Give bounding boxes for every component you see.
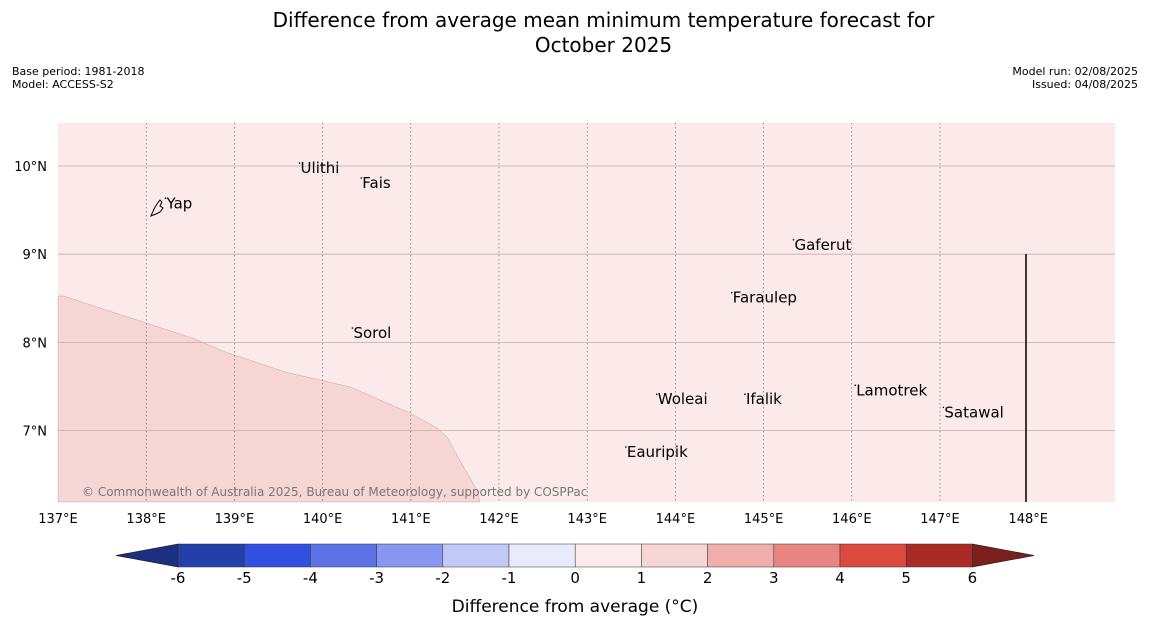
longitude-tick-label: 140°E bbox=[303, 512, 343, 527]
place-label-gaferut: Gaferut bbox=[794, 236, 851, 254]
place-label-woleai: Woleai bbox=[658, 390, 708, 408]
colorbar-tick-label: 6 bbox=[968, 569, 978, 587]
latitude-tick-label: 9°N bbox=[23, 248, 48, 263]
title-line-2: October 2025 bbox=[534, 33, 673, 57]
issued-label: Issued: 04/08/2025 bbox=[1031, 78, 1138, 91]
colorbar-segment bbox=[773, 543, 841, 568]
colorbar-segment bbox=[905, 543, 973, 568]
base-period-info: Base period: 1981-2018 Model: ACCESS-S2 bbox=[12, 65, 144, 91]
island-marker bbox=[792, 238, 795, 241]
colorbar-segment bbox=[310, 543, 377, 568]
island-marker bbox=[298, 162, 301, 164]
longitude-tick-label: 148°E bbox=[1008, 512, 1048, 527]
latitude-tick-label: 7°N bbox=[23, 425, 48, 440]
graticule bbox=[58, 123, 1115, 502]
island-marker bbox=[730, 291, 733, 294]
colorbar-segment bbox=[376, 543, 444, 568]
model-run-label: Model run: 02/08/2025 bbox=[1012, 65, 1138, 78]
colorbar-low-extension bbox=[115, 543, 179, 568]
colorbar-tick-label: 5 bbox=[901, 569, 911, 587]
place-label-lamotrek: Lamotrek bbox=[856, 381, 927, 399]
island-marker bbox=[744, 393, 746, 395]
longitude-tick-label: 146°E bbox=[832, 512, 872, 527]
place-label-eauripik: Eauripik bbox=[627, 443, 688, 461]
colorbar-high-extension bbox=[972, 543, 1035, 568]
colorbar-segment bbox=[707, 543, 775, 568]
model-label: Model: ACCESS-S2 bbox=[12, 78, 114, 91]
colorbar-tick-label: -6 bbox=[171, 569, 186, 587]
island-marker bbox=[625, 446, 627, 448]
colorbar-tick-label: -1 bbox=[502, 569, 517, 587]
colorbar-tick-label: 2 bbox=[703, 569, 713, 587]
latitude-labels: 10°N 9°N 8°N 7°N bbox=[14, 160, 47, 440]
colorbar-segment bbox=[177, 543, 245, 568]
colorbar-segment bbox=[574, 543, 642, 568]
island-marker bbox=[854, 384, 857, 387]
colorbar-tick-label: -4 bbox=[303, 569, 318, 587]
longitude-tick-label: 137°E bbox=[38, 512, 78, 527]
longitude-tick-label: 147°E bbox=[920, 512, 960, 527]
chart-title: Difference from average mean minimum tem… bbox=[0, 8, 1150, 58]
title-line-1: Difference from average mean minimum tem… bbox=[272, 8, 935, 32]
place-label-ulithi: Ulithi bbox=[301, 159, 340, 177]
colorbar-segment bbox=[508, 543, 576, 568]
colorbar-tick-label: -2 bbox=[435, 569, 450, 587]
colorbar-segment bbox=[839, 543, 907, 568]
colorbar-segment bbox=[641, 543, 708, 568]
longitude-tick-label: 143°E bbox=[567, 512, 607, 527]
island-marker bbox=[164, 197, 167, 200]
place-label-faraulep: Faraulep bbox=[733, 289, 797, 307]
colorbar-segment bbox=[442, 543, 510, 568]
colorbar-tick-label: 3 bbox=[769, 569, 779, 587]
place-label-sorol: Sorol bbox=[353, 324, 391, 342]
longitude-tick-label: 138°E bbox=[126, 512, 166, 527]
island-marker bbox=[360, 177, 363, 179]
colorbar-tick-label: 4 bbox=[835, 569, 845, 587]
place-label-yap: Yap bbox=[165, 194, 192, 212]
place-label-fais: Fais bbox=[362, 174, 391, 192]
colorbar-tick-label: -5 bbox=[237, 569, 252, 587]
island-marker bbox=[351, 327, 354, 329]
longitude-tick-label: 144°E bbox=[656, 512, 696, 527]
longitude-tick-label: 139°E bbox=[215, 512, 255, 527]
yap-island-outline bbox=[150, 199, 164, 217]
colorbar-title: Difference from average (°C) bbox=[452, 597, 699, 617]
longitude-tick-label: 142°E bbox=[479, 512, 519, 527]
place-label-ifalik: Ifalik bbox=[746, 390, 782, 408]
place-labels: Yap Ulithi Fais Gaferut Faraulep Sorol Lamotre… bbox=[164, 159, 1004, 461]
place-label-satawal: Satawal bbox=[944, 403, 1003, 421]
colorbar-tick-label: -3 bbox=[369, 569, 384, 587]
copyright-notice: © Commonwealth of Australia 2025, Bureau… bbox=[82, 485, 587, 499]
colorbar: -6 -5 -4 -3 -2 -1 0 1 2 3 4 5 6 bbox=[115, 543, 1035, 587]
latitude-tick-label: 10°N bbox=[14, 160, 47, 175]
anomaly-region-1-2 bbox=[57, 295, 481, 503]
longitude-tick-label: 141°E bbox=[391, 512, 431, 527]
latitude-tick-label: 8°N bbox=[23, 336, 48, 351]
longitude-labels: 137°E 138°E 139°E 140°E 141°E 142°E 143°E 144°E… bbox=[38, 512, 1048, 527]
colorbar-segment bbox=[243, 543, 311, 568]
colorbar-tick-label: 0 bbox=[570, 569, 580, 587]
island-marker bbox=[655, 393, 658, 395]
model-run-info: Model run: 02/08/2025 Issued: 04/08/2025 bbox=[1012, 65, 1138, 91]
longitude-tick-label: 145°E bbox=[744, 512, 784, 527]
colorbar-tick-label: 1 bbox=[637, 569, 647, 587]
base-period-label: Base period: 1981-2018 bbox=[12, 65, 145, 78]
island-marker bbox=[942, 406, 945, 409]
